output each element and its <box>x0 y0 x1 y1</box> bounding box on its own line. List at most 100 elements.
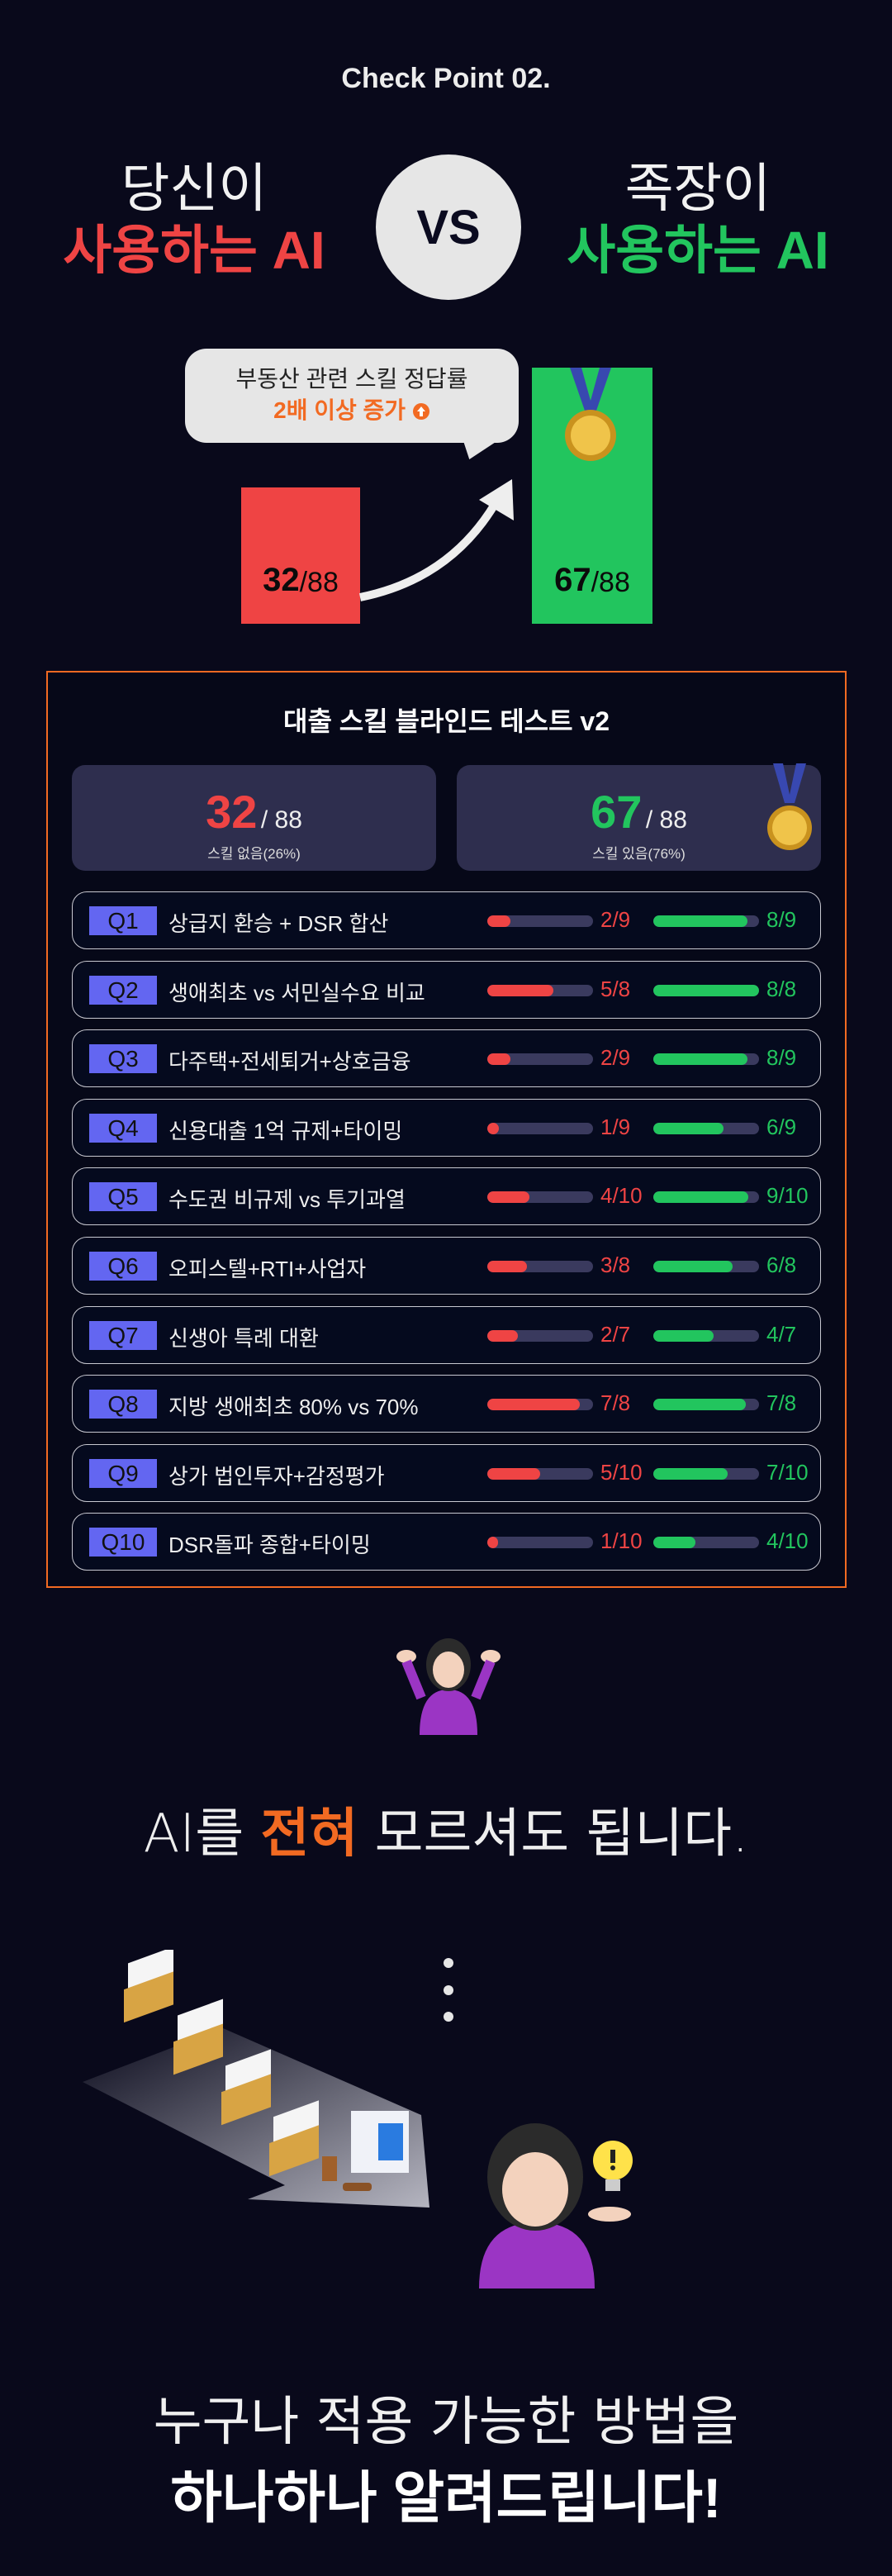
building-icon <box>351 2111 409 2173</box>
question-row: Q4 신용대출 1억 규제+타이밍 1/9 6/9 <box>72 1098 821 1157</box>
without-skill-fill <box>487 915 511 927</box>
without-skill-progress <box>487 1053 593 1066</box>
without-skill-fill <box>487 1399 580 1411</box>
with-skill-score: 6/9 <box>766 1114 797 1139</box>
without-skill-progress <box>487 915 593 927</box>
final-message-line1: 누구나 적용 가능한 방법을 <box>153 2392 739 2453</box>
question-row: Q10 DSR돌파 종합+타이밍 1/10 4/10 <box>72 1513 821 1571</box>
bar-left-total: /88 <box>299 567 339 598</box>
right-heading-line1: 족장이 <box>624 159 771 220</box>
without-skill-progress <box>487 984 593 996</box>
bar-without-skill: 32/88 <box>241 487 360 624</box>
without-skill-score: 4/10 <box>600 1183 643 1209</box>
final-message-line2: 하나하나 알려드립니다! <box>170 2467 722 2530</box>
blind-test-title: 대출 스킬 블라인드 테스트 v2 <box>283 706 610 736</box>
question-badge: Q5 <box>89 1182 157 1212</box>
question-label: 수도권 비규제 vs 투기과열 <box>168 1187 406 1213</box>
score-card-with-skill: 67 / 88 스킬 있음(76%) <box>457 763 821 871</box>
question-row: Q6 오피스텔+RTI+사업자 3/8 6/8 <box>72 1237 821 1295</box>
score-card-without-skill: 32 / 88 스킬 없음(26%) <box>72 765 436 871</box>
without-skill-fill <box>487 1467 540 1480</box>
folder-icon <box>124 1950 173 2023</box>
card-left-caption: 스킬 없음(26%) <box>207 846 301 862</box>
speech-bubble: 부동산 관련 스킬 정답률 2배 이상 증가 <box>185 349 519 443</box>
bubble-tail <box>454 438 502 459</box>
with-skill-progress <box>653 915 759 927</box>
without-skill-progress <box>487 1329 593 1342</box>
with-skill-progress <box>653 1122 759 1134</box>
with-skill-score: 8/8 <box>766 976 797 1001</box>
without-skill-progress <box>487 1537 593 1549</box>
gold-medal-icon <box>767 763 812 850</box>
question-row: Q9 상가 법인투자+감정평가 5/10 7/10 <box>72 1443 821 1502</box>
without-skill-fill <box>487 1261 527 1272</box>
lightbulb-icon <box>593 2141 633 2191</box>
without-skill-score: 1/10 <box>600 1528 643 1554</box>
question-label: DSR돌파 종합+타이밍 <box>168 1533 371 1558</box>
with-skill-score: 4/10 <box>766 1528 809 1554</box>
with-skill-progress <box>653 1329 759 1342</box>
without-skill-progress <box>487 1191 593 1204</box>
left-heading-line1: 당신이 <box>121 159 268 220</box>
without-skill-progress <box>487 1261 593 1272</box>
question-badge: Q2 <box>89 975 157 1005</box>
shrugging-woman-icon <box>396 1638 501 1735</box>
with-skill-fill <box>653 1399 746 1411</box>
bar-with-skill: 67/88 <box>532 368 652 624</box>
without-skill-fill <box>487 1053 511 1066</box>
question-row: Q3 다주택+전세퇴거+상호금융 2/9 8/9 <box>72 1029 821 1088</box>
ellipsis-dot <box>444 1985 453 1995</box>
no-ai-knowledge-message: AI를 전혀 모르셔도 됩니다. <box>0 1791 892 1867</box>
growth-arrow-icon <box>359 479 514 601</box>
without-skill-fill <box>487 1122 500 1134</box>
card-left-total: / 88 <box>260 806 302 834</box>
with-skill-fill <box>653 1537 696 1549</box>
with-skill-score: 9/10 <box>766 1183 809 1209</box>
card-right-caption: 스킬 있음(76%) <box>592 846 686 862</box>
without-skill-score: 2/9 <box>600 1045 631 1071</box>
with-skill-progress <box>653 1467 759 1480</box>
with-skill-progress <box>653 984 759 996</box>
question-badge: Q8 <box>89 1390 157 1419</box>
question-label: 신용대출 1억 규제+타이밍 <box>168 1118 403 1143</box>
bar-left-score: 32 <box>263 562 300 598</box>
with-skill-fill <box>653 1053 747 1066</box>
question-badge: Q1 <box>89 906 157 935</box>
question-label: 오피스텔+RTI+사업자 <box>168 1257 367 1281</box>
bubble-line2: 2배 이상 증가 <box>273 397 406 423</box>
checkpoint-title: Check Point 02. <box>341 63 551 94</box>
card-right-score: 67 <box>591 786 643 838</box>
with-skill-score: 4/7 <box>766 1321 797 1347</box>
bar-right-total: /88 <box>591 567 630 598</box>
question-badge: Q10 <box>89 1528 157 1557</box>
gold-medal-icon <box>565 368 616 461</box>
question-label: 신생아 특례 대환 <box>168 1325 319 1351</box>
without-skill-score: 1/9 <box>600 1114 631 1139</box>
message-pre: AI를 <box>143 1804 261 1865</box>
with-skill-fill <box>653 1261 733 1272</box>
without-skill-progress <box>487 1399 593 1411</box>
right-heading: 족장이 사용하는 AI <box>524 159 871 281</box>
message-post: 모르셔도 됩니다. <box>358 1804 749 1865</box>
question-badge: Q3 <box>89 1044 157 1074</box>
tipping-hand-woman-icon <box>479 2123 633 2288</box>
without-skill-fill <box>487 1191 530 1204</box>
question-row: Q7 신생아 특례 대환 2/7 4/7 <box>72 1305 821 1364</box>
without-skill-fill <box>487 1329 518 1342</box>
ellipsis-dot <box>444 2012 453 2022</box>
without-skill-progress <box>487 1467 593 1480</box>
left-heading-line2: 사용하는 AI <box>63 221 325 280</box>
without-skill-score: 2/9 <box>600 907 631 932</box>
with-skill-fill <box>653 1467 728 1480</box>
with-skill-fill <box>653 1122 724 1134</box>
without-skill-score: 7/8 <box>600 1390 631 1416</box>
without-skill-score: 5/8 <box>600 976 631 1001</box>
with-skill-progress <box>653 1191 759 1204</box>
up-arrow-circle-icon <box>412 403 429 420</box>
question-badge: Q4 <box>89 1113 157 1143</box>
without-skill-progress <box>487 1122 593 1134</box>
card-right-total: / 88 <box>645 806 687 834</box>
question-row: Q8 지방 생애최초 80% vs 70% 7/8 7/8 <box>72 1375 821 1433</box>
with-skill-score: 7/10 <box>766 1459 809 1485</box>
without-skill-fill <box>487 984 553 996</box>
